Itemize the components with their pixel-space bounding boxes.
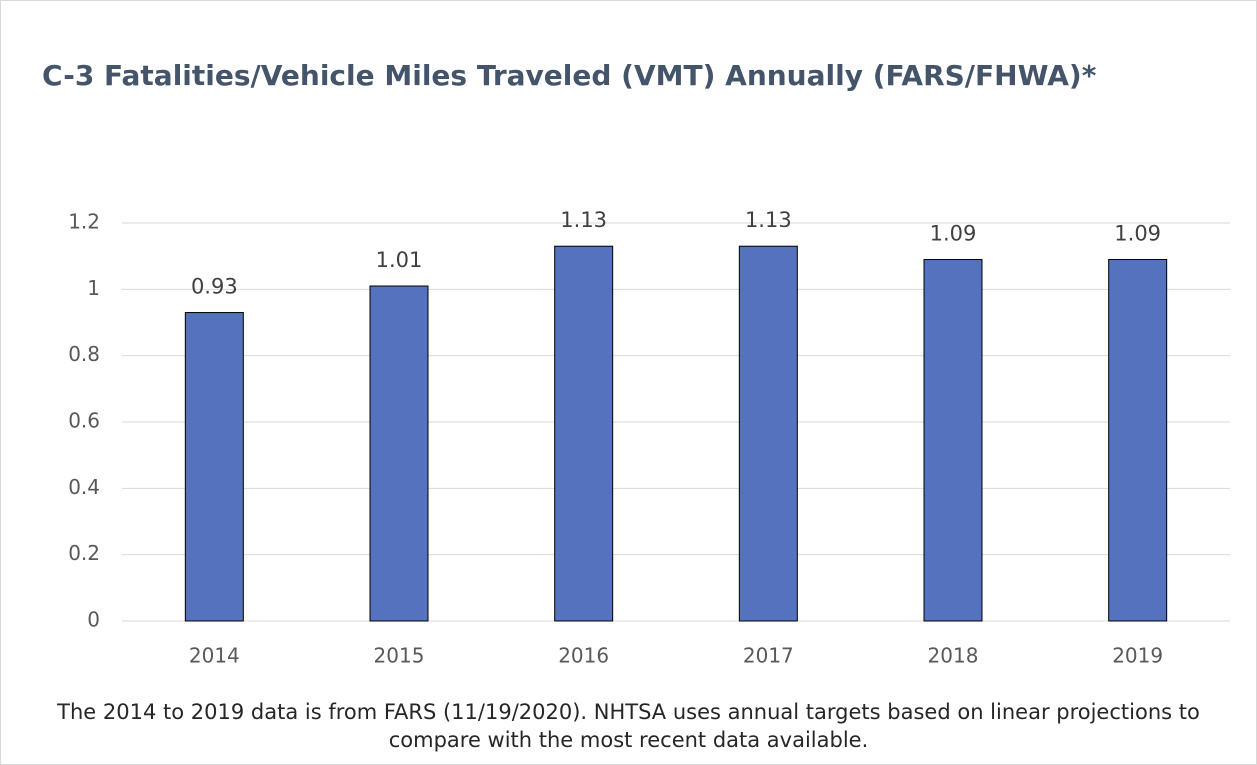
bar	[554, 245, 614, 622]
bar	[184, 312, 244, 622]
y-tick-label: 1.2	[68, 210, 100, 234]
x-tick-label: 2018	[928, 644, 979, 668]
data-label: 1.09	[1114, 221, 1161, 245]
footnote: The 2014 to 2019 data is from FARS (11/1…	[57, 700, 1200, 752]
data-label: 0.93	[191, 275, 238, 299]
data-label: 1.13	[560, 208, 607, 232]
x-tick-label: 2015	[374, 644, 425, 668]
data-label: 1.13	[745, 208, 792, 232]
data-label: 1.09	[930, 221, 977, 245]
y-tick-label: 0	[87, 608, 100, 632]
x-tick-label: 2017	[743, 644, 794, 668]
x-tick-label: 2019	[1112, 644, 1163, 668]
data-label: 1.01	[376, 248, 423, 272]
bar	[923, 258, 983, 622]
y-tick-label: 0.4	[68, 475, 100, 499]
y-tick-label: 0.2	[68, 541, 100, 565]
y-tick-label: 0.6	[68, 409, 100, 433]
bar	[738, 245, 798, 622]
y-tick-label: 1	[87, 276, 100, 300]
y-tick-label: 0.8	[68, 342, 100, 366]
x-tick-label: 2016	[558, 644, 609, 668]
x-tick-label: 2014	[189, 644, 240, 668]
bar	[369, 285, 429, 622]
bar	[1108, 258, 1168, 622]
chart-title: C-3 Fatalities/Vehicle Miles Traveled (V…	[42, 59, 1097, 92]
